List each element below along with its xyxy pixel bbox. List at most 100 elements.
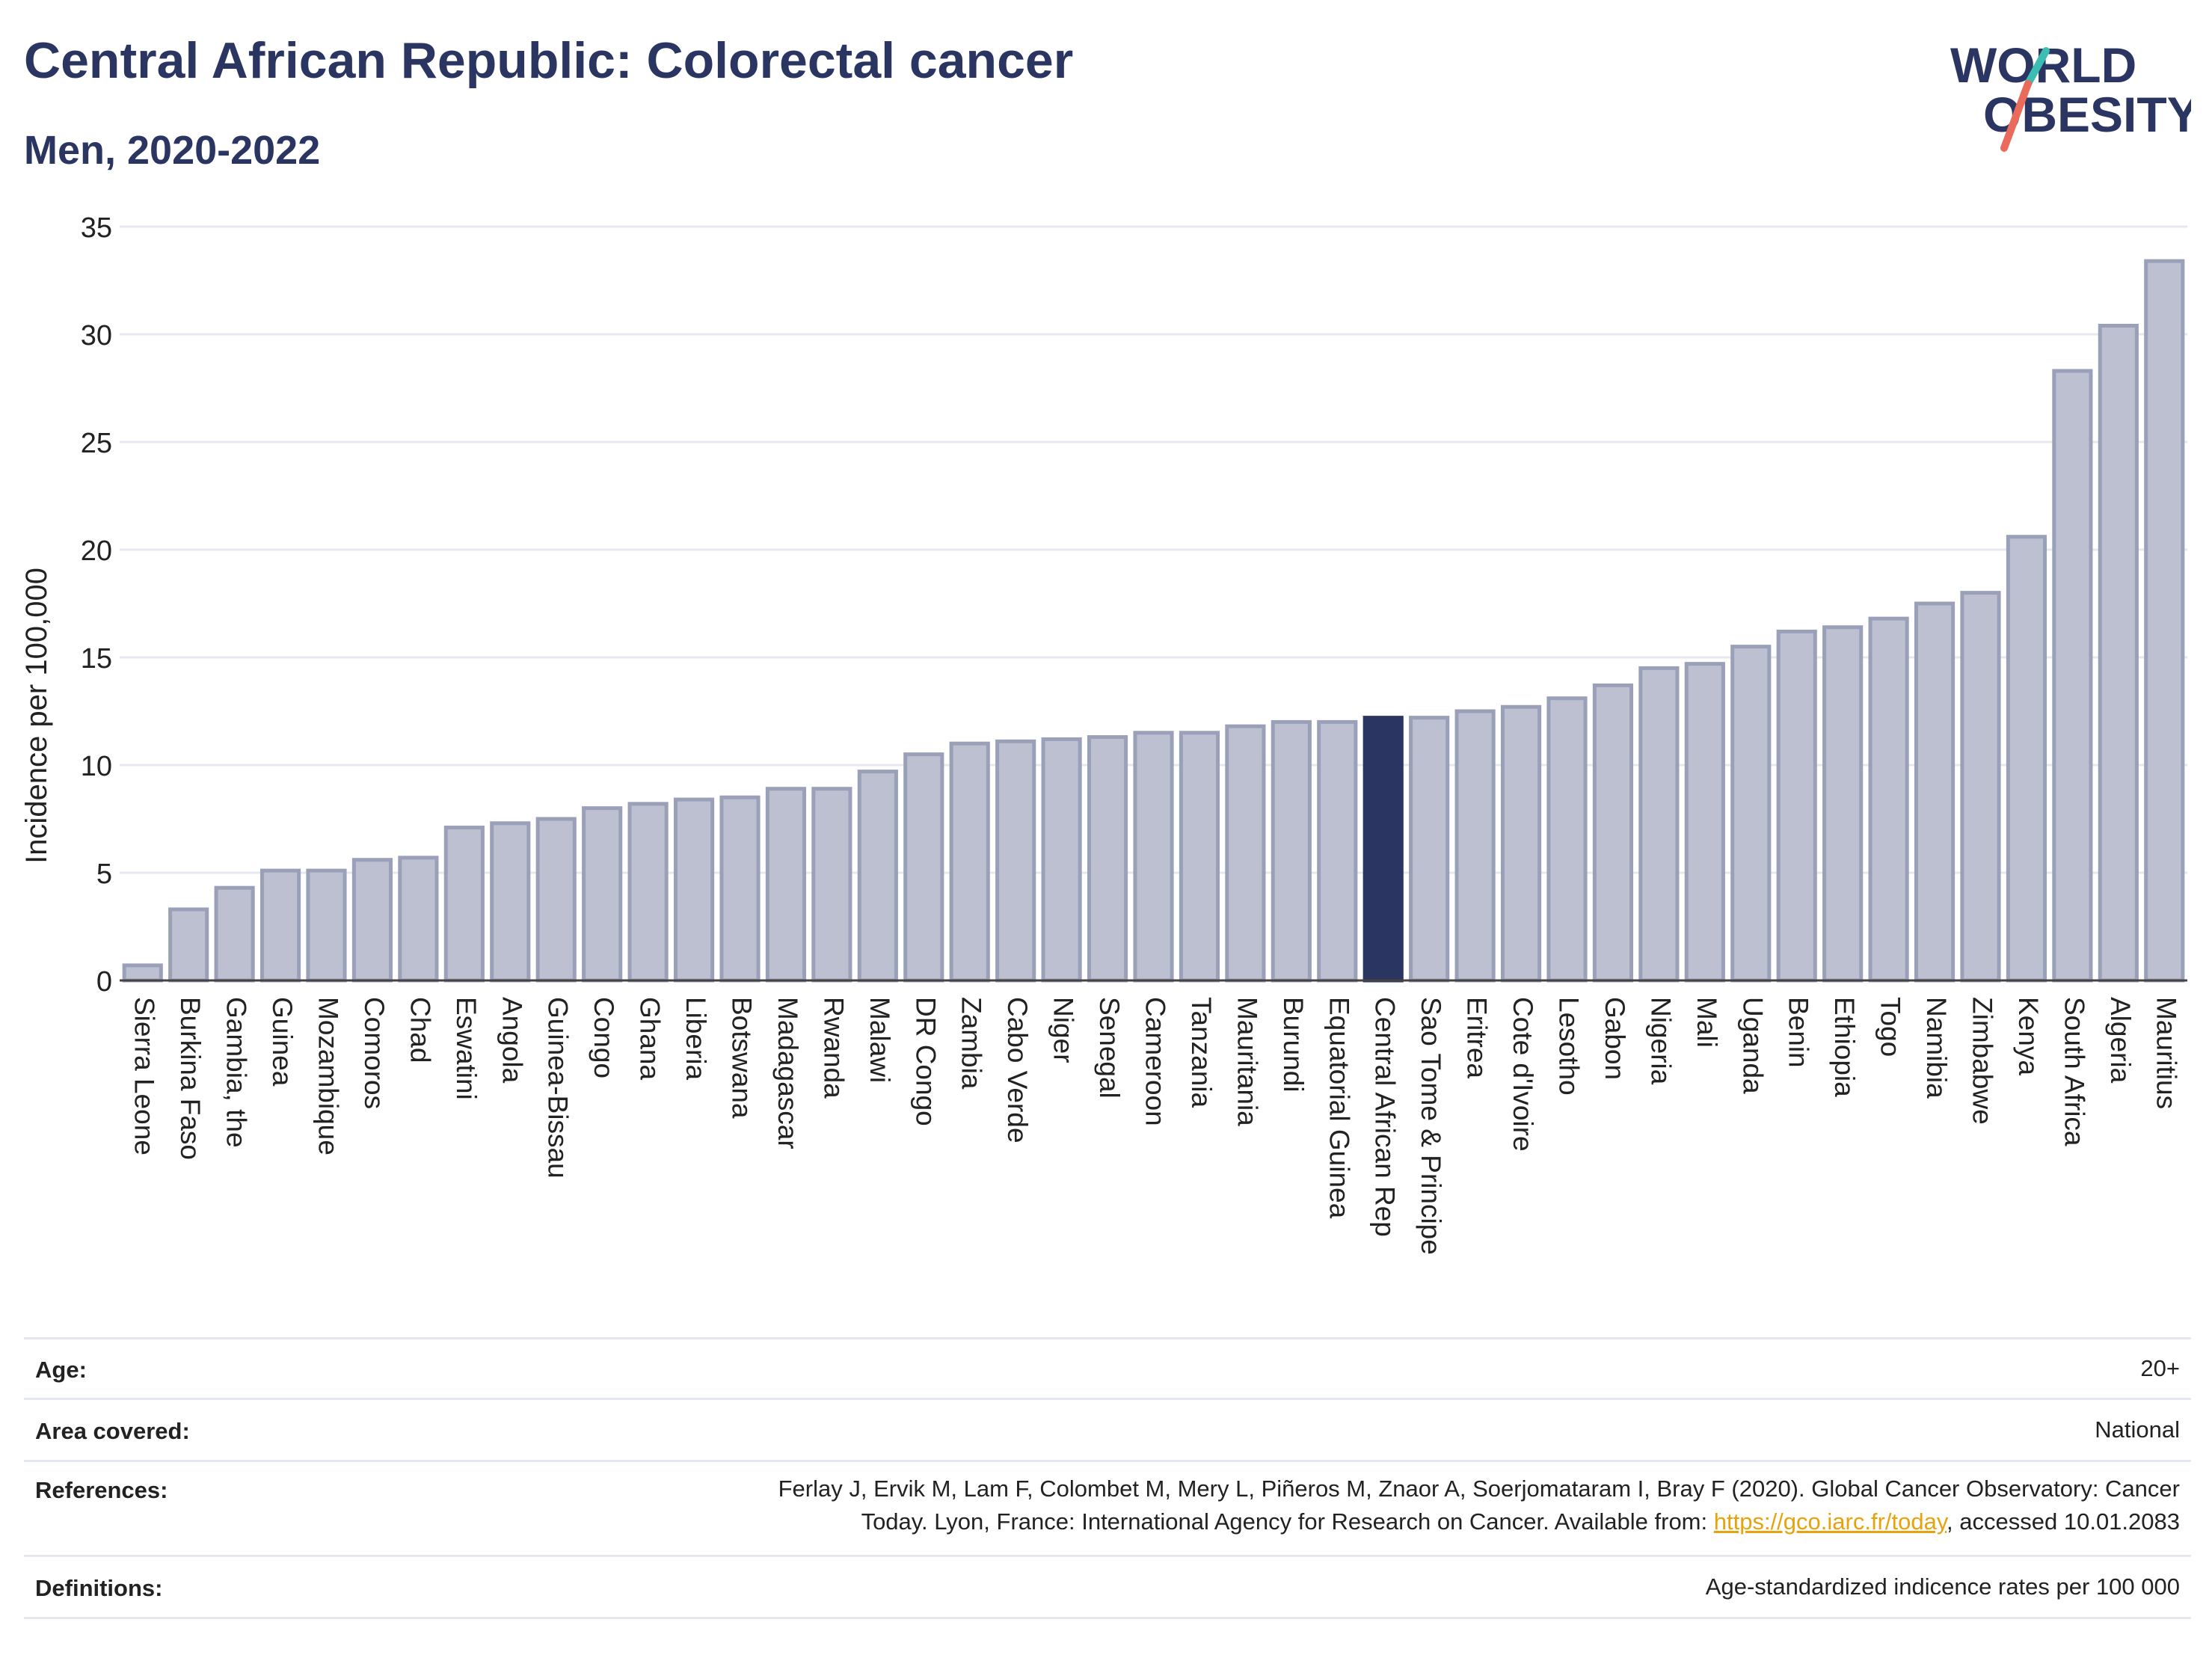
bar [719, 795, 761, 983]
x-tick-label: Togo [1875, 997, 1906, 1057]
x-tick-label: Chad [405, 997, 435, 1063]
x-tick-label: Ethiopia [1829, 997, 1860, 1097]
bar [811, 787, 852, 983]
x-tick-label: Comoros [359, 997, 390, 1109]
bar [1500, 704, 1542, 983]
x-tick-label: Kenya [2013, 997, 2044, 1075]
y-tick-label: 15 [81, 643, 112, 675]
bar [673, 797, 715, 983]
x-tick-label: Algeria [2105, 997, 2136, 1084]
bar [1362, 716, 1404, 983]
x-tick-label: Liberia [681, 997, 711, 1080]
x-tick-label: Lesotho [1554, 997, 1585, 1096]
bar [1087, 735, 1128, 983]
bar [857, 770, 898, 983]
bar [535, 817, 577, 983]
area-value: National [2095, 1416, 2180, 1443]
x-tick-label: Sierra Leone [129, 997, 160, 1155]
y-tick-label: 35 [81, 212, 112, 244]
x-tick-label: Gabon [1600, 997, 1630, 1080]
bar [1454, 709, 1496, 983]
x-tick-label: Sao Tome & Principe [1416, 997, 1446, 1255]
bar [582, 806, 623, 983]
x-tick-label: Rwanda [818, 997, 849, 1099]
x-tick-label: Mauritania [1232, 997, 1262, 1126]
bar [1684, 662, 1725, 983]
age-value: 20+ [2140, 1355, 2180, 1381]
bar [1409, 716, 1450, 983]
bar [1271, 719, 1312, 983]
y-tick-label: 20 [81, 535, 112, 567]
x-tick-label: Namibia [1921, 997, 1952, 1099]
logo-slash-teal [2024, 47, 2050, 87]
bar [214, 885, 255, 983]
x-tick-label: Burundi [1278, 997, 1309, 1093]
x-tick-label: Congo [589, 997, 619, 1078]
x-tick-label: Madagascar [772, 997, 803, 1149]
bar [1730, 645, 1772, 983]
x-tick-label: Botswana [727, 997, 758, 1119]
bar [1592, 683, 1634, 983]
bar [995, 739, 1036, 983]
x-tick-label: Eswatini [451, 997, 482, 1100]
page-subtitle: Men, 2020-2022 [24, 128, 321, 173]
bar [1133, 731, 1174, 983]
y-tick-label: 25 [81, 428, 112, 459]
info-table: Age: 20+ Area covered: National Referenc… [24, 1337, 2191, 1619]
bars [122, 259, 2185, 983]
info-row-area: Area covered: National [24, 1398, 2191, 1460]
y-tick-label: 5 [96, 859, 112, 890]
references-line-1: Ferlay J, Ervik M, Lam F, Colombet M, Me… [778, 1476, 2180, 1502]
x-tick-label: Angola [497, 997, 527, 1084]
page-title: Central African Republic: Colorectal can… [24, 32, 1074, 89]
x-tick-label: Benin [1784, 997, 1814, 1068]
x-tick-label: Mali [1692, 997, 1722, 1048]
bar-chart: 0 5 10 15 20 25 30 35 Incidence per 100,000 Sie… [20, 212, 2187, 1255]
x-tick-label: Eritrea [1462, 997, 1493, 1078]
references-link[interactable]: https://gco.iarc.fr/today [1713, 1508, 1947, 1535]
bar [949, 741, 990, 983]
x-tick-label: Equatorial Guinea [1324, 997, 1354, 1219]
x-tick-label: Uganda [1737, 997, 1768, 1094]
logo-line-world: WORLD [1950, 37, 2136, 93]
bar [903, 752, 944, 983]
references-line-2-suffix: , accessed 10.01.2083 [1947, 1508, 2180, 1535]
bar [1822, 625, 1864, 983]
x-tick-label: Cote d'Ivoire [1508, 997, 1538, 1152]
info-row-age: Age: 20+ [24, 1337, 2191, 1398]
definitions-label: Definitions: [35, 1575, 163, 1601]
bar [443, 826, 485, 983]
bar [1868, 616, 1909, 983]
x-tick-label: Central African Rep [1370, 997, 1401, 1237]
x-tick-label: Gambia, the [221, 997, 252, 1148]
y-tick-label: 30 [81, 320, 112, 351]
x-tick-label: Ghana [635, 997, 666, 1081]
bar [122, 963, 163, 983]
x-tick-label: DR Congo [910, 997, 941, 1126]
bar [1914, 601, 1956, 983]
logo-slash-coral [2000, 80, 2032, 152]
bar [1317, 719, 1358, 983]
bar [490, 821, 531, 983]
x-tick-label: Malawi [864, 997, 895, 1083]
bar [398, 856, 439, 983]
references-line-2: Today. Lyon, France: International Agenc… [24, 1505, 2180, 1538]
age-label: Age: [35, 1357, 87, 1383]
bar [2098, 323, 2139, 983]
world-obesity-logo: WORLD OBESITY [1950, 37, 2191, 152]
bar [627, 802, 669, 983]
y-axis-ticks: 0 5 10 15 20 25 30 35 [81, 212, 112, 998]
y-tick-label: 10 [81, 751, 112, 782]
bar [351, 858, 393, 983]
references-text: Ferlay J, Ervik M, Lam F, Colombet M, Me… [24, 1462, 2191, 1538]
x-tick-label: Tanzania [1186, 997, 1217, 1108]
bar [1776, 629, 1817, 983]
bar [1041, 737, 1082, 983]
references-line-2-prefix: Today. Lyon, France: International Agenc… [861, 1508, 1714, 1535]
y-tick-label: 0 [96, 966, 112, 998]
bar [765, 787, 807, 983]
references-label: References: [35, 1477, 168, 1503]
x-tick-label: Niger [1048, 997, 1079, 1063]
y-axis-label: Incidence per 100,000 [20, 568, 53, 864]
definitions-value: Age-standardized indicence rates per 100… [1705, 1573, 2180, 1600]
